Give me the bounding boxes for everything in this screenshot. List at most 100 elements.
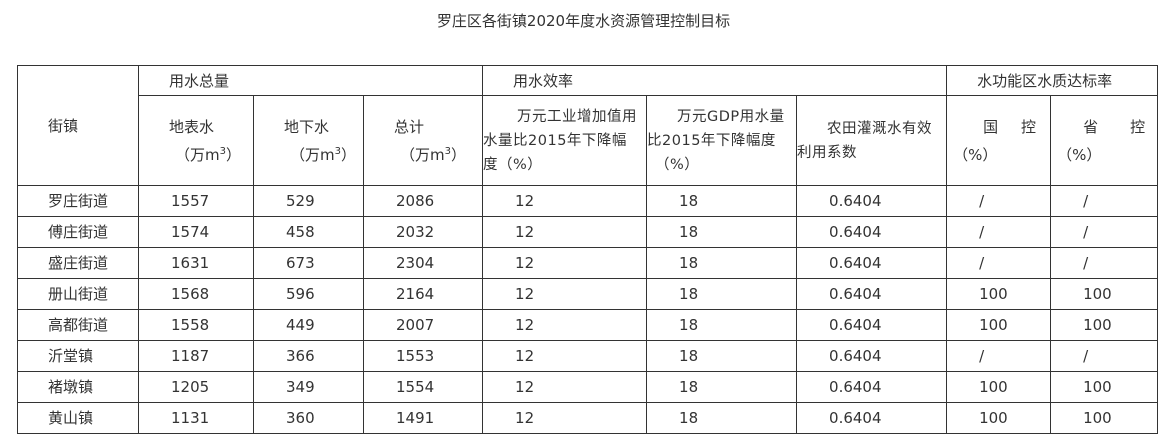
cell-street: 册山街道 bbox=[17, 278, 139, 310]
cell-provincial: 100 bbox=[1050, 371, 1159, 403]
cell-gdp: 18 bbox=[646, 185, 798, 217]
unit-suffix: ） bbox=[341, 145, 357, 164]
unit-prefix: （万m bbox=[175, 145, 220, 164]
header-provincial-b: 控 bbox=[1130, 117, 1146, 136]
header-total-unit: （万m3） bbox=[394, 145, 482, 165]
header-national-unit: （%） bbox=[953, 145, 998, 164]
cell-industry: 12 bbox=[482, 309, 648, 341]
cell-street: 盛庄街道 bbox=[17, 247, 139, 279]
header-provincial: 省 控 （%） bbox=[1050, 95, 1159, 186]
header-industry-line3: 度（%） bbox=[483, 156, 543, 173]
cell-national: 100 bbox=[946, 402, 1052, 434]
unit-suffix: ） bbox=[451, 145, 467, 164]
cell-surface: 1574 bbox=[138, 216, 254, 248]
cell-gdp: 18 bbox=[646, 216, 798, 248]
header-national: 国 控 （%） bbox=[946, 95, 1052, 186]
cell-provincial: / bbox=[1050, 340, 1159, 372]
cell-industry: 12 bbox=[482, 185, 648, 217]
header-surface: 地表水 （万m3） bbox=[138, 95, 254, 186]
cell-gdp: 18 bbox=[646, 340, 798, 372]
cell-underground: 673 bbox=[253, 247, 364, 279]
cell-total: 2086 bbox=[362, 185, 484, 217]
cell-industry: 12 bbox=[482, 402, 648, 434]
cell-street: 黄山镇 bbox=[17, 402, 139, 434]
cell-national: / bbox=[946, 247, 1052, 279]
header-total: 总计 （万m3） bbox=[362, 95, 484, 186]
cell-national: / bbox=[946, 185, 1052, 217]
header-industry-line2: 水量比2015年下降幅 bbox=[483, 132, 627, 149]
cell-underground: 349 bbox=[253, 371, 364, 403]
cell-provincial: 100 bbox=[1050, 402, 1159, 434]
header-industry-line1: 万元工业增加值用 bbox=[517, 108, 638, 125]
table-row: 沂堂镇 1187 366 1553 12 18 0.6404// bbox=[17, 340, 1159, 372]
cell-street: 褚墩镇 bbox=[17, 371, 139, 403]
cell-street: 高都街道 bbox=[17, 309, 139, 341]
cell-provincial: / bbox=[1050, 216, 1159, 248]
cell-farm: 0.6404 bbox=[796, 402, 948, 434]
page-title: 罗庄区各街镇2020年度水资源管理控制目标 bbox=[436, 12, 731, 30]
cell-national: 100 bbox=[946, 371, 1052, 403]
cell-farm: 0.6404 bbox=[796, 216, 948, 248]
unit-sup: 3 bbox=[444, 145, 451, 157]
cell-industry: 12 bbox=[482, 278, 648, 310]
header-farm-line2: 利用系数 bbox=[797, 144, 858, 161]
header-national-b: 控 bbox=[1021, 117, 1037, 136]
header-water-function: 水功能区水质达标率 bbox=[946, 65, 1159, 96]
table-row: 册山街道 1568 596 2164 12 18 0.6404 100 100 bbox=[17, 278, 1159, 310]
cell-provincial: / bbox=[1050, 247, 1159, 279]
header-street: 街镇 bbox=[17, 65, 139, 186]
cell-total: 1491 bbox=[362, 402, 484, 434]
header-total-label: 总计 bbox=[394, 117, 425, 136]
header-surface-label: 地表水 bbox=[169, 117, 215, 136]
cell-surface: 1187 bbox=[138, 340, 254, 372]
cell-total: 1553 bbox=[362, 340, 484, 372]
cell-surface: 1631 bbox=[138, 247, 254, 279]
cell-street: 沂堂镇 bbox=[17, 340, 139, 372]
table-row: 褚墩镇 1205 349 1554 12 18 0.6404 100 100 bbox=[17, 371, 1159, 403]
cell-gdp: 18 bbox=[646, 402, 798, 434]
cell-industry: 12 bbox=[482, 216, 648, 248]
unit-suffix: ） bbox=[226, 145, 242, 164]
cell-provincial: / bbox=[1050, 185, 1159, 217]
cell-underground: 366 bbox=[253, 340, 364, 372]
water-target-table: 街镇 用水总量 用水效率 水功能区水质达标率 地表水 （万m3） 地下水 （万m… bbox=[17, 65, 1159, 434]
header-gdp-line2: 比2015年下降幅度 bbox=[647, 132, 776, 149]
table-row: 黄山镇 1131 360 1491 12 18 0.6404 100 100 bbox=[17, 402, 1159, 434]
header-industry: 万元工业增加值用 水量比2015年下降幅 度（%） bbox=[482, 95, 648, 186]
cell-gdp: 18 bbox=[646, 247, 798, 279]
unit-prefix: （万m bbox=[290, 145, 335, 164]
unit-prefix: （万m bbox=[400, 145, 445, 164]
cell-industry: 12 bbox=[482, 340, 648, 372]
header-national-a: 国 bbox=[983, 117, 999, 136]
table-row: 傅庄街道 1574 458 2032 12 18 0.6404// bbox=[17, 216, 1159, 248]
unit-sup: 3 bbox=[334, 145, 341, 157]
cell-gdp: 18 bbox=[646, 371, 798, 403]
cell-industry: 12 bbox=[482, 247, 648, 279]
cell-farm: 0.6404 bbox=[796, 371, 948, 403]
cell-farm: 0.6404 bbox=[796, 247, 948, 279]
header-farm: 农田灌溉水有效 利用系数 bbox=[796, 95, 948, 186]
cell-national: 100 bbox=[946, 309, 1052, 341]
cell-industry: 12 bbox=[482, 371, 648, 403]
header-underground: 地下水 （万m3） bbox=[253, 95, 364, 186]
table-row: 盛庄街道 1631 673 2304 12 18 0.6404// bbox=[17, 247, 1159, 279]
cell-gdp: 18 bbox=[646, 278, 798, 310]
header-provincial-unit: （%） bbox=[1057, 145, 1102, 164]
cell-street: 傅庄街道 bbox=[17, 216, 139, 248]
cell-surface: 1131 bbox=[138, 402, 254, 434]
cell-national: 100 bbox=[946, 278, 1052, 310]
table-row: 高都街道 1558 449 2007 12 18 0.6404 100 100 bbox=[17, 309, 1159, 341]
cell-farm: 0.6404 bbox=[796, 340, 948, 372]
cell-total: 2164 bbox=[362, 278, 484, 310]
cell-gdp: 18 bbox=[646, 309, 798, 341]
header-surface-unit: （万m3） bbox=[169, 145, 253, 165]
cell-total: 2304 bbox=[362, 247, 484, 279]
header-provincial-a: 省 bbox=[1083, 117, 1099, 136]
cell-underground: 596 bbox=[253, 278, 364, 310]
header-water-efficiency: 用水效率 bbox=[482, 65, 948, 96]
header-gdp-line1: 万元GDP用水量 bbox=[677, 108, 785, 125]
header-water-total: 用水总量 bbox=[137, 65, 484, 96]
cell-underground: 360 bbox=[253, 402, 364, 434]
header-gdp: 万元GDP用水量 比2015年下降幅度 （%） bbox=[646, 95, 798, 186]
cell-surface: 1558 bbox=[138, 309, 254, 341]
